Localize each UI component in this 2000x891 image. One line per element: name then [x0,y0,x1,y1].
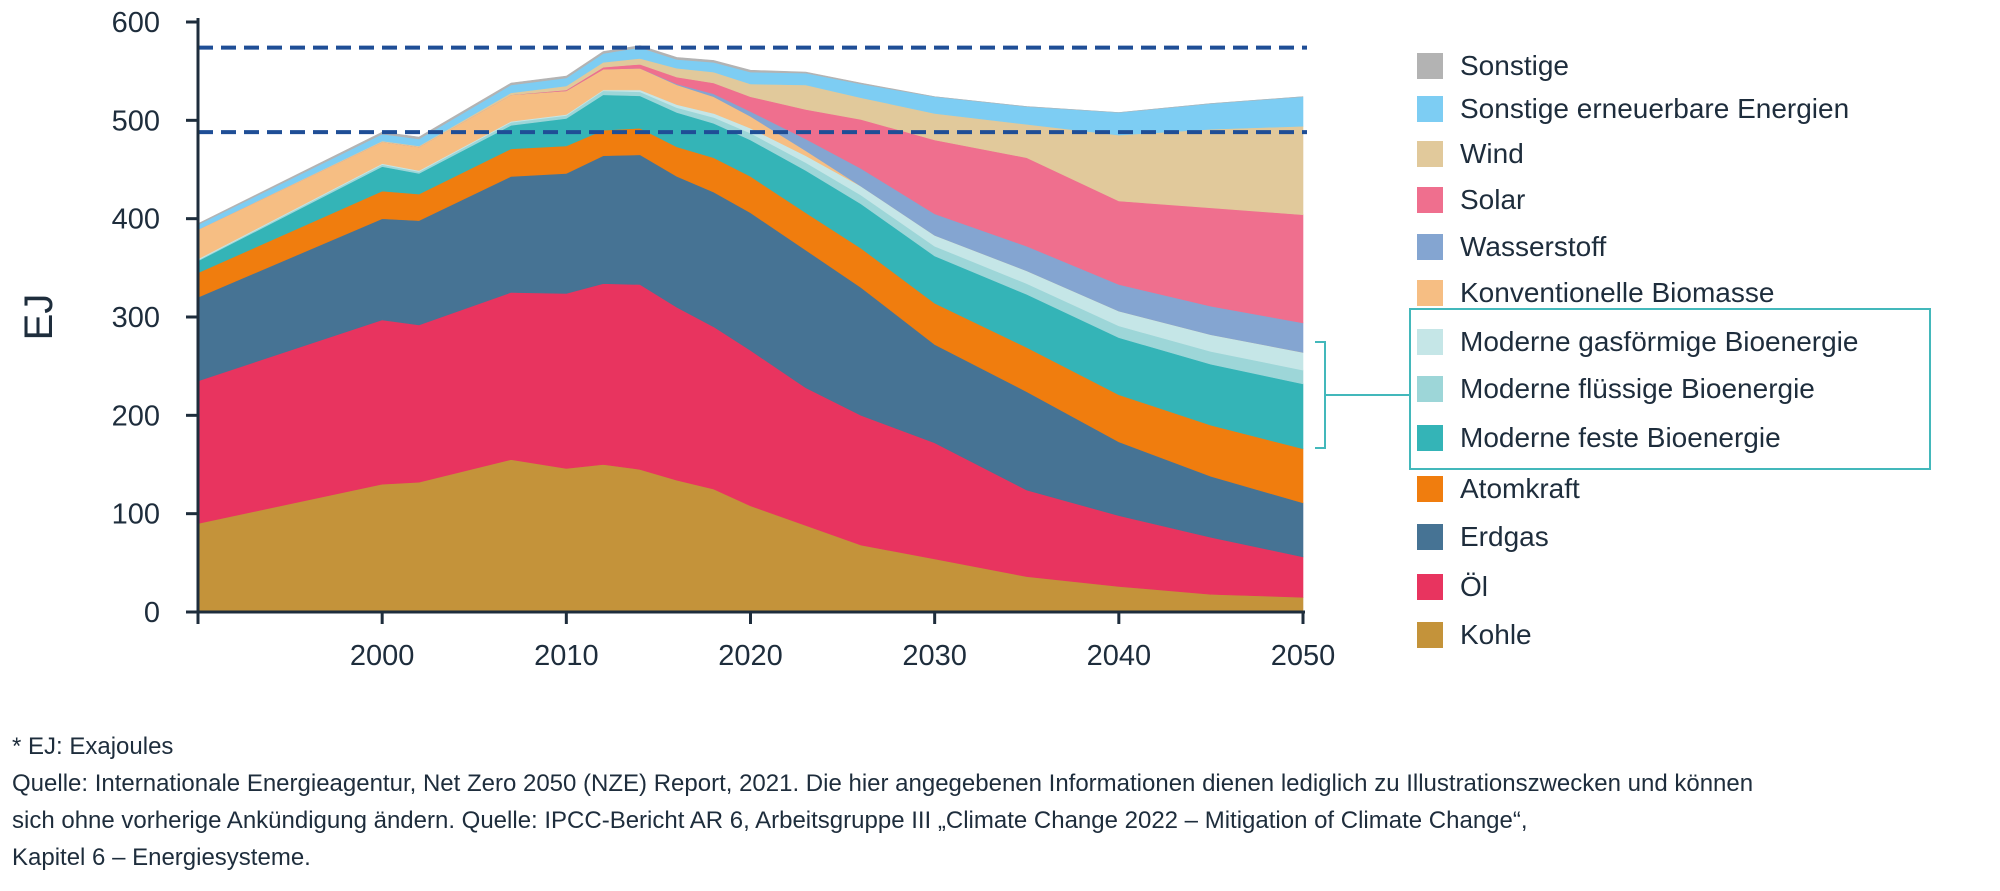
x-tick-label: 2040 [1087,640,1152,672]
source-line-2: sich ohne vorherige Ankündigung ändern. … [12,807,1528,834]
legend-label: Kohle [1460,619,1532,650]
legend-swatch [1417,141,1443,167]
reference-lines [198,45,1307,135]
x-tick-label: 2030 [902,640,967,672]
legend-item-wind: Wind [1417,138,1524,169]
legend-label: Moderne feste Bioenergie [1460,422,1781,453]
y-tick-label: 600 [112,7,160,39]
x-tick-label: 2010 [534,640,599,672]
legend-label: Sonstige erneuerbare Energien [1460,93,1849,124]
legend-item-moderne-feste-bioenergie: Moderne feste Bioenergie [1417,422,1781,453]
source-line-3: Kapitel 6 – Energiesysteme. [12,844,311,871]
legend-item-moderne-gasfoermige-bioenergie: Moderne gasförmige Bioenergie [1417,326,1858,357]
legend-item-kohle: Kohle [1417,619,1532,650]
legend-item-oel: Öl [1417,571,1488,602]
legend-label: Wind [1460,138,1524,169]
legend-label: Solar [1460,184,1525,215]
legend-item-wasserstoff: Wasserstoff [1417,231,1606,262]
legend-label: Öl [1460,571,1488,602]
legend-item-sonstige: Sonstige [1417,50,1569,81]
y-axis-label: EJ [17,294,61,341]
legend-item-erdgas: Erdgas [1417,521,1549,552]
source-line-1: Quelle: Internationale Energieagentur, N… [12,770,1754,797]
legend-swatch [1417,96,1443,122]
legend-label: Wasserstoff [1460,231,1606,262]
legend-swatch [1417,280,1443,306]
legend-swatch [1417,53,1443,79]
legend-item-sonstige-erneuerbare-energien: Sonstige erneuerbare Energien [1417,93,1849,124]
legend-item-moderne-fluessige-bioenergie: Moderne flüssige Bioenergie [1417,373,1815,404]
legend: Sonstige Sonstige erneuerbare Energien Win… [1315,50,1931,650]
y-tick-label: 500 [112,105,160,137]
footnote-ej: * EJ: Exajoules [12,733,174,760]
legend-swatch [1417,476,1443,502]
y-tick-label: 300 [112,302,160,334]
legend-label: Moderne gasförmige Bioenergie [1460,326,1858,357]
chart-notes: * EJ: Exajoules Quelle: Internationale E… [12,728,1997,876]
legend-item-solar: Solar [1417,184,1525,215]
y-tick-label: 100 [112,499,160,531]
y-tick-label: 400 [112,204,160,236]
legend-label: Erdgas [1460,521,1549,552]
legend-swatch [1417,574,1443,600]
legend-swatch [1417,425,1443,451]
legend-group-bracket [1315,341,1410,449]
y-tick-label: 200 [112,400,160,432]
legend-label: Sonstige [1460,50,1569,81]
legend-swatch [1417,524,1443,550]
legend-swatch [1417,376,1443,402]
legend-group-box [1409,308,1931,470]
axes: 0 100 200 300 400 500 600 2000 2010 2020 2030 2040 2… [17,7,1335,672]
x-tick-label: 2050 [1271,640,1336,672]
x-tick-label: 2020 [718,640,783,672]
legend-label: Moderne flüssige Bioenergie [1460,373,1815,404]
legend-item-atomkraft: Atomkraft [1417,473,1580,504]
legend-label: Atomkraft [1460,473,1580,504]
legend-label: Konventionelle Biomasse [1460,277,1774,308]
legend-swatch [1417,622,1443,648]
legend-item-konventionelle-biomasse: Konventionelle Biomasse [1417,277,1774,308]
legend-swatch [1417,187,1443,213]
legend-swatch [1417,329,1443,355]
y-tick-label: 0 [144,597,160,629]
legend-swatch [1417,234,1443,260]
area-series-group [197,45,1304,613]
x-tick-label: 2000 [350,640,415,672]
